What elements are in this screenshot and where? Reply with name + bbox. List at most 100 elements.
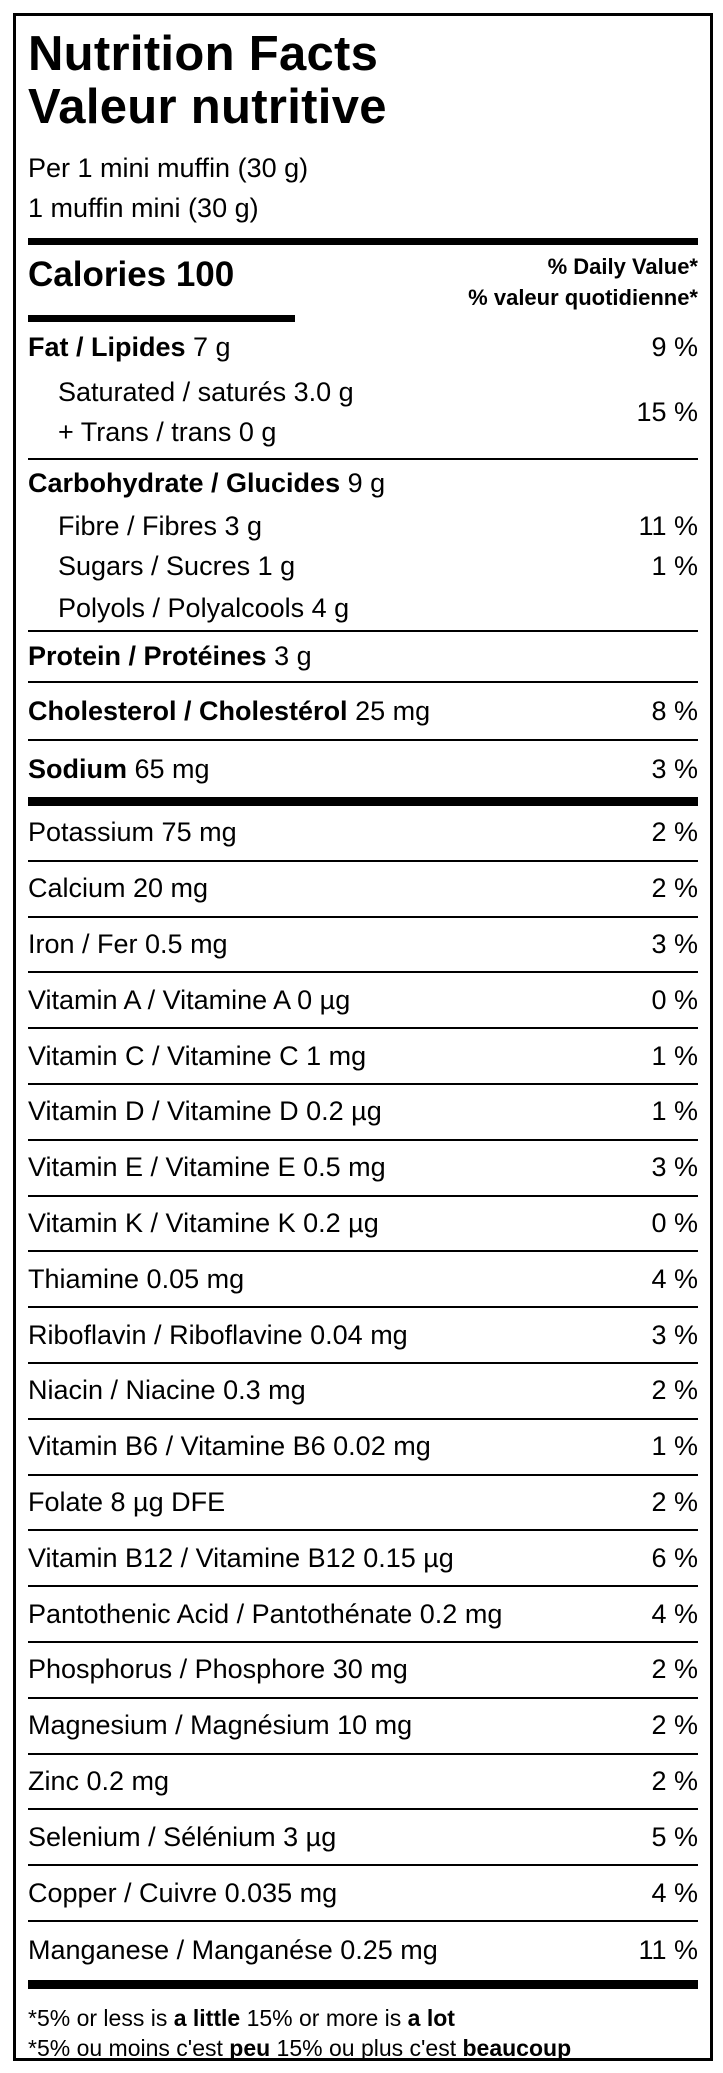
footnote-text: 15% or more is — [240, 2004, 408, 2031]
nutrient-name: Copper / Cuivre 0.035 mg — [28, 1877, 338, 1908]
daily-value: 1 % — [651, 1431, 698, 1462]
daily-value: 15 % — [636, 396, 698, 427]
daily-value: 2 % — [651, 1375, 698, 1406]
nutrient-name: Vitamin A / Vitamine A 0 µg — [28, 984, 351, 1015]
divider — [28, 797, 698, 806]
nutrient-name: Pantothenic Acid / Pantothénate 0.2 mg — [28, 1598, 503, 1629]
protein-row: Protein / Protéines 3 g — [28, 632, 698, 681]
daily-value: 9 % — [651, 331, 698, 362]
footnote: *5% or less is a little 15% or more is a… — [28, 2003, 698, 2063]
nutrient-name: Fibre / Fibres 3 g — [58, 510, 263, 541]
footnote-text: *5% ou moins c'est — [28, 2034, 230, 2061]
nutrient-name: Fat / Lipides — [28, 331, 186, 362]
daily-value: 3 % — [651, 1152, 698, 1183]
carb-sub-row: Polyols / Polyalcools 4 g — [28, 586, 698, 630]
nutrition-facts-label: Nutrition Facts Valeur nutritive Per 1 m… — [13, 13, 713, 2061]
micronutrient-row: Copper / Cuivre 0.035 mg 4 % — [28, 1866, 698, 1920]
saturated-row: Saturated / saturés 3.0 g — [28, 372, 354, 412]
divider — [28, 1529, 698, 1532]
daily-value: 3 % — [651, 928, 698, 959]
divider — [28, 739, 698, 741]
daily-value: 3 % — [651, 753, 698, 784]
daily-value: 4 % — [651, 1598, 698, 1629]
serving-size-fr: 1 muffin mini (30 g) — [28, 193, 259, 223]
micronutrient-row: Niacin / Niacine 0.3 mg 2 % — [28, 1364, 698, 1418]
nutrient-name: Vitamin B12 / Vitamine B12 0.15 µg — [28, 1542, 454, 1573]
divider — [28, 1864, 698, 1867]
nutrient-amount: 7 g — [185, 331, 231, 362]
nutrient-name: Protein / Protéines — [28, 641, 267, 671]
nutrient-name: Vitamin C / Vitamine C 1 mg — [28, 1040, 367, 1071]
divider — [28, 315, 295, 322]
nutrient-amount: 25 mg — [347, 695, 431, 726]
title-fr: Valeur nutritive — [28, 80, 387, 134]
nutrient-name: Sugars / Sucres 1 g — [58, 550, 296, 581]
divider — [28, 1138, 698, 1141]
divider — [28, 1585, 698, 1588]
micronutrient-row: Iron / Fer 0.5 mg 3 % — [28, 918, 698, 972]
trans-row: + Trans / trans 0 g — [28, 412, 354, 452]
nutrient-name: Phosphorus / Phosphore 30 mg — [28, 1654, 408, 1685]
daily-value: 2 % — [651, 817, 698, 848]
sodium-row: Sodium 65 mg 3 % — [28, 741, 698, 797]
divider — [28, 1808, 698, 1811]
footnote-bold: beaucoup — [462, 2034, 572, 2061]
daily-value: 2 % — [651, 1486, 698, 1517]
divider — [28, 1417, 698, 1420]
nutrient-name: Sodium — [28, 753, 127, 784]
divider — [28, 915, 698, 918]
footnote-fr: *5% ou moins c'est peu 15% ou plus c'est… — [28, 2033, 698, 2063]
nutrient-amount: 65 mg — [127, 753, 210, 784]
divider — [28, 630, 698, 632]
daily-value: 1 % — [651, 1040, 698, 1071]
footnote-bold: a lot — [407, 2004, 455, 2031]
daily-value: 5 % — [651, 1821, 698, 1852]
micronutrient-row: Vitamin A / Vitamine A 0 µg 0 % — [28, 973, 698, 1027]
daily-value: 8 % — [651, 695, 698, 726]
divider — [28, 1473, 698, 1476]
dv-header-en: % Daily Value* — [547, 254, 698, 279]
nutrient-name: Vitamin E / Vitamine E 0.5 mg — [28, 1152, 386, 1183]
micronutrient-row: Vitamin K / Vitamine K 0.2 µg 0 % — [28, 1197, 698, 1251]
daily-value: 4 % — [651, 1877, 698, 1908]
nutrient-amount: 9 g — [340, 467, 386, 498]
divider — [28, 681, 698, 683]
micronutrient-row: Vitamin D / Vitamine D 0.2 µg 1 % — [28, 1085, 698, 1139]
nutrient-name: Thiamine 0.05 mg — [28, 1263, 245, 1294]
divider — [28, 1752, 698, 1755]
divider — [28, 458, 698, 460]
nutrient-name: Riboflavin / Riboflavine 0.04 mg — [28, 1319, 408, 1350]
daily-value: 2 % — [651, 1710, 698, 1741]
nutrient-name: Vitamin D / Vitamine D 0.2 µg — [28, 1096, 382, 1127]
nutrient-name: Zinc 0.2 mg — [28, 1765, 170, 1796]
daily-value: 1 % — [651, 550, 698, 581]
divider — [28, 859, 698, 862]
daily-value: 2 % — [651, 1765, 698, 1796]
micronutrient-row: Vitamin E / Vitamine E 0.5 mg 3 % — [28, 1141, 698, 1195]
daily-value: 3 % — [651, 1319, 698, 1350]
nutrient-name: Selenium / Sélénium 3 µg — [28, 1821, 337, 1852]
daily-value: 2 % — [651, 1654, 698, 1685]
daily-value: 11 % — [638, 510, 698, 541]
micronutrient-row: Vitamin B12 / Vitamine B12 0.15 µg 6 % — [28, 1531, 698, 1585]
micronutrient-row: Vitamin C / Vitamine C 1 mg 1 % — [28, 1029, 698, 1083]
daily-value: 11 % — [638, 1935, 698, 1966]
nutrient-name: Folate 8 µg DFE — [28, 1486, 226, 1517]
micronutrient-row: Zinc 0.2 mg 2 % — [28, 1755, 698, 1809]
divider — [28, 1696, 698, 1699]
nutrient-name: Vitamin B6 / Vitamine B6 0.02 mg — [28, 1431, 431, 1462]
nutrient-name: Manganese / Manganése 0.25 mg — [28, 1935, 438, 1966]
fat-row: Fat / Lipides 7 g 9 % — [28, 322, 698, 372]
daily-value: 1 % — [651, 1096, 698, 1127]
micronutrient-row: Pantothenic Acid / Pantothénate 0.2 mg 4 … — [28, 1587, 698, 1641]
saturated-trans-group: Saturated / saturés 3.0 g + Trans / tran… — [28, 372, 698, 452]
dv-header-fr: % valeur quotidienne* — [468, 285, 698, 310]
divider — [28, 1082, 698, 1085]
daily-value: 2 % — [651, 873, 698, 904]
nutrient-name: Cholesterol / Cholestérol — [28, 695, 348, 726]
divider — [28, 1919, 698, 1922]
nutrient-name: Potassium 75 mg — [28, 817, 237, 848]
micronutrient-list: Potassium 75 mg 2 % Calcium 20 mg 2 % Iron /… — [28, 806, 698, 1980]
carb-sub-row: Sugars / Sucres 1 g 1 % — [28, 546, 698, 586]
nutrient-name: + Trans / trans 0 g — [58, 416, 277, 447]
